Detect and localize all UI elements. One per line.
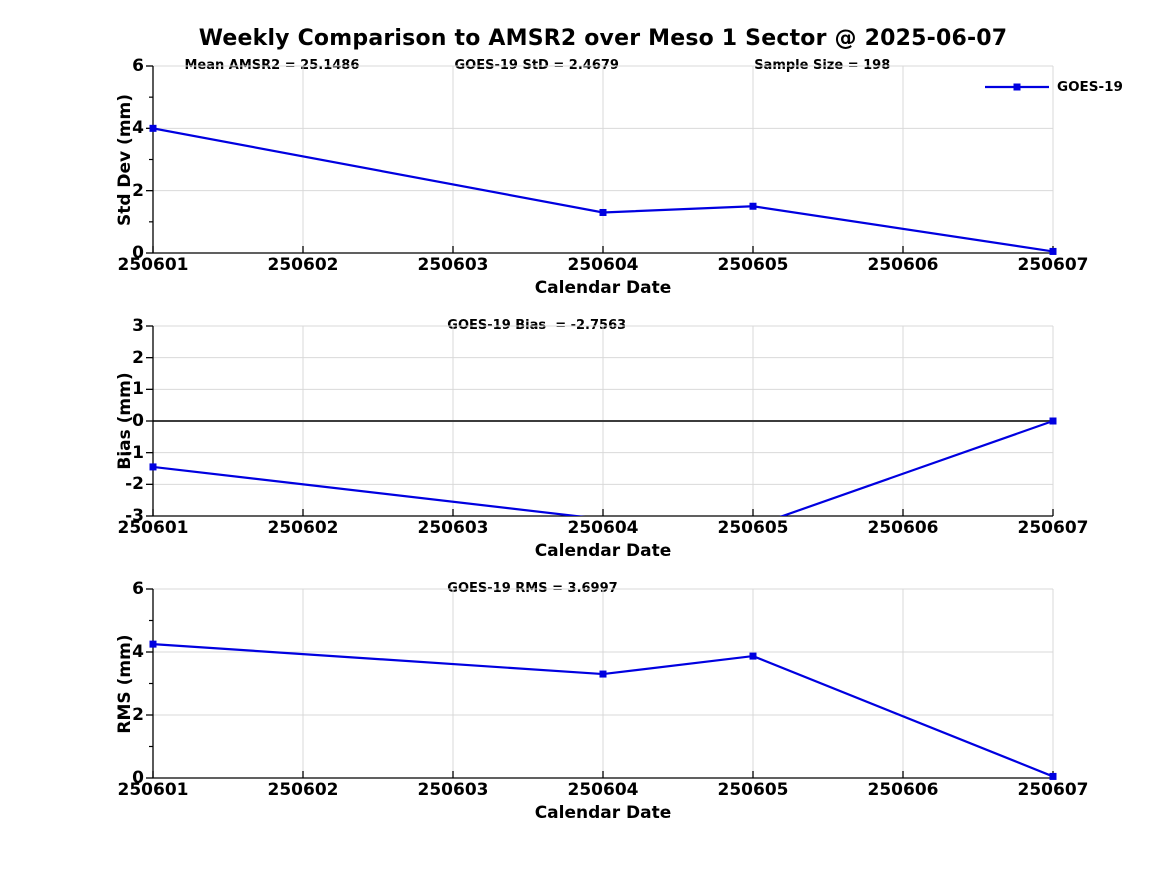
y-tick-label: -2 <box>125 474 144 495</box>
chart-title: Weekly Comparison to AMSR2 over Meso 1 S… <box>198 26 1008 51</box>
y-tick-label: -1 <box>125 442 144 463</box>
x-tick-label: 250607 <box>1017 780 1089 800</box>
x-tick-label: 250601 <box>117 780 189 800</box>
x-tick-label: 250603 <box>417 518 489 538</box>
data-point-marker <box>149 463 157 471</box>
y-tick-label: 2 <box>132 705 144 725</box>
plot-area <box>146 65 1057 255</box>
data-point-marker <box>599 208 607 216</box>
legend-label: GOES-19 <box>1057 79 1123 95</box>
y-tick-label: 1 <box>132 379 144 400</box>
x-tick-label: 250604 <box>567 255 639 275</box>
x-tick-label: 250605 <box>717 518 789 538</box>
x-tick-label: 250607 <box>1017 518 1089 538</box>
legend-line-sample <box>985 83 1049 91</box>
y-tick-label: 4 <box>132 642 144 662</box>
x-tick-label: 250602 <box>267 518 339 538</box>
data-point-marker <box>749 652 757 660</box>
y-tick-label: 0 <box>132 243 144 263</box>
x-axis-label-calendar-date: Calendar Date <box>534 541 672 561</box>
y-axis-label-rms: RMS (mm) <box>115 633 135 734</box>
x-axis-label-calendar-date: Calendar Date <box>534 803 672 823</box>
x-tick-label: 250605 <box>717 255 789 275</box>
y-tick-label: 2 <box>132 347 144 368</box>
data-point-marker <box>1049 417 1057 425</box>
plot-area <box>146 588 1057 780</box>
x-tick-label: 250604 <box>567 780 639 800</box>
data-line-goes-19 <box>153 127 1053 253</box>
x-tick-label: 250601 <box>117 518 189 538</box>
x-tick-label: 250604 <box>567 518 639 538</box>
data-point-marker <box>149 124 157 132</box>
data-point-marker <box>749 202 757 210</box>
legend-square-marker-icon <box>1013 83 1021 91</box>
x-tick-label: 250606 <box>867 255 939 275</box>
y-tick-label: 0 <box>132 411 144 431</box>
y-tick-label: -3 <box>125 506 144 526</box>
y-tick-label: 4 <box>132 118 144 139</box>
data-line-goes-19 <box>153 419 1053 516</box>
plot-area <box>146 325 1057 517</box>
y-tick-label: 3 <box>132 316 144 336</box>
x-tick-label: 250605 <box>717 780 789 800</box>
x-tick-label: 250602 <box>267 780 339 800</box>
data-line-goes-19 <box>153 643 1053 778</box>
x-axis-label-calendar-date: Calendar Date <box>534 278 672 298</box>
data-point-marker <box>1049 247 1057 255</box>
x-tick-label: 250602 <box>267 255 339 275</box>
y-tick-label: 0 <box>132 768 144 788</box>
x-tick-label: 250603 <box>417 255 489 275</box>
data-point-marker <box>149 640 157 648</box>
legend: GOES-19 <box>985 80 1123 94</box>
x-tick-label: 250606 <box>867 780 939 800</box>
data-point-marker <box>1049 772 1057 780</box>
x-tick-label: 250607 <box>1017 255 1089 275</box>
x-tick-label: 250603 <box>417 780 489 800</box>
data-point-marker <box>599 670 607 678</box>
y-axis-label-std-dev: Std Dev (mm) <box>115 93 135 226</box>
y-tick-label: 6 <box>132 579 144 599</box>
x-tick-label: 250606 <box>867 518 939 538</box>
x-tick-label: 250601 <box>117 255 189 275</box>
y-tick-label: 6 <box>132 56 144 76</box>
y-tick-label: 2 <box>132 180 144 201</box>
